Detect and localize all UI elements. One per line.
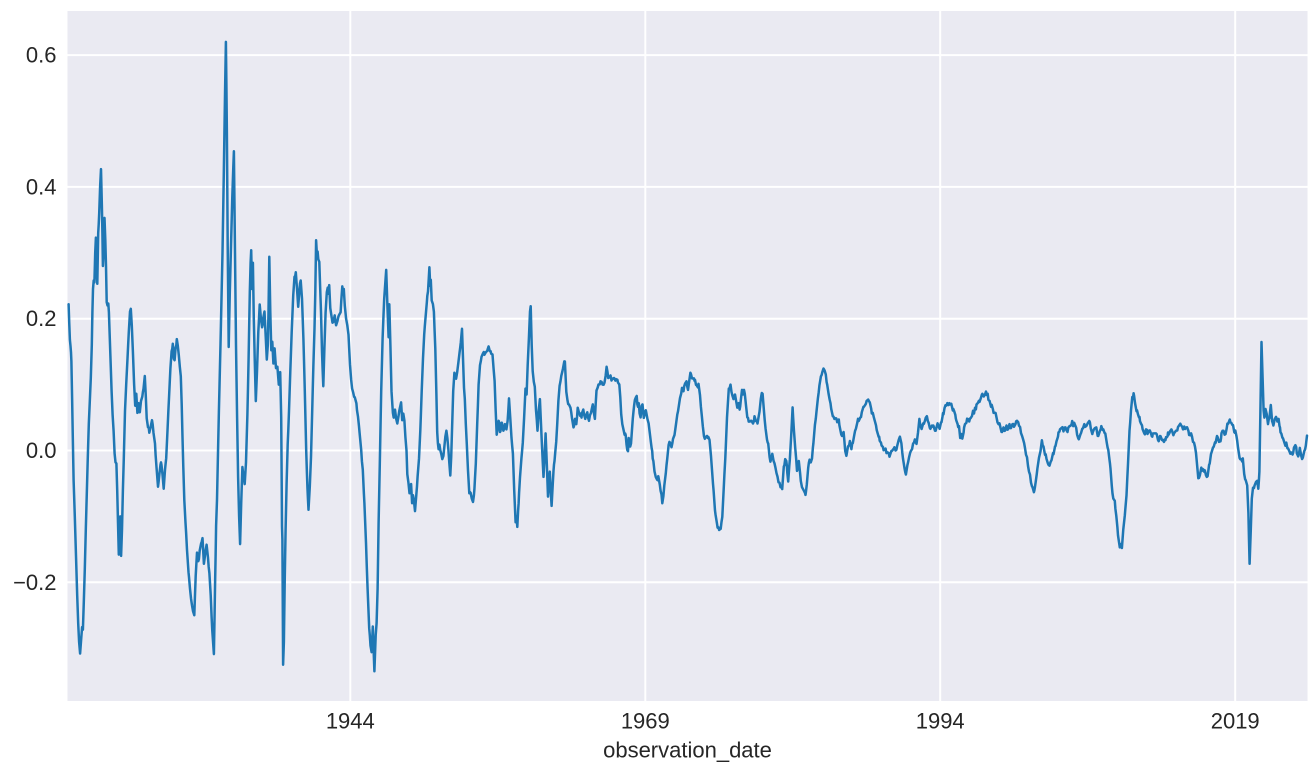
- svg-text:0.0: 0.0: [26, 438, 57, 463]
- svg-text:−0.2: −0.2: [13, 570, 56, 595]
- svg-text:1944: 1944: [326, 709, 375, 734]
- svg-text:2019: 2019: [1211, 709, 1260, 734]
- svg-text:observation_date: observation_date: [603, 737, 772, 762]
- svg-text:0.4: 0.4: [26, 174, 57, 199]
- svg-text:0.2: 0.2: [26, 306, 57, 331]
- svg-text:1969: 1969: [621, 709, 670, 734]
- svg-text:0.6: 0.6: [26, 43, 57, 68]
- svg-text:1994: 1994: [916, 709, 965, 734]
